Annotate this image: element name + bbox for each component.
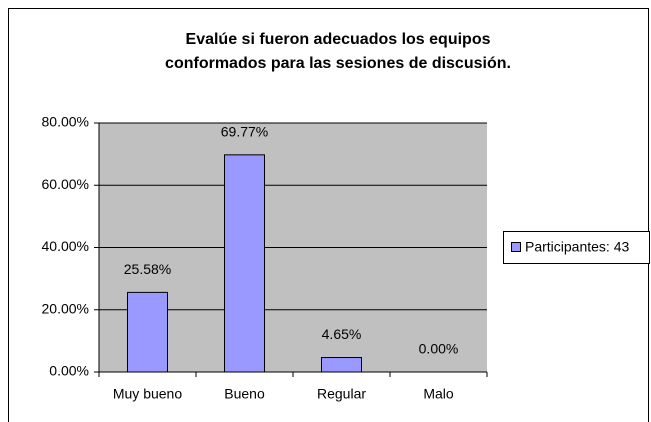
data-label: 69.77% — [221, 124, 268, 140]
legend-box — [503, 231, 650, 264]
x-tick-label: Muy bueno — [113, 386, 182, 402]
bar — [224, 154, 265, 373]
y-tick-label: 0.00% — [49, 363, 89, 379]
y-tick-label: 80.00% — [42, 114, 89, 130]
bar — [127, 291, 168, 373]
x-tick-label: Regular — [317, 386, 366, 402]
chart-title: Evalúe si fueron adecuados los equipos — [186, 31, 491, 48]
chart-title: conformados para las sesiones de discusi… — [165, 55, 511, 72]
data-label: 0.00% — [419, 341, 459, 357]
bar — [321, 357, 362, 373]
data-label: 4.65% — [322, 326, 362, 342]
x-tick-label: Malo — [423, 386, 454, 402]
y-tick-label: 20.00% — [42, 300, 89, 316]
legend-swatch — [511, 242, 521, 252]
y-tick-label: 40.00% — [42, 238, 89, 254]
x-tick-label: Bueno — [224, 386, 265, 402]
data-label: 25.58% — [124, 261, 171, 277]
y-tick-label: 60.00% — [42, 176, 89, 192]
legend-label: Participantes: 43 — [525, 239, 629, 255]
